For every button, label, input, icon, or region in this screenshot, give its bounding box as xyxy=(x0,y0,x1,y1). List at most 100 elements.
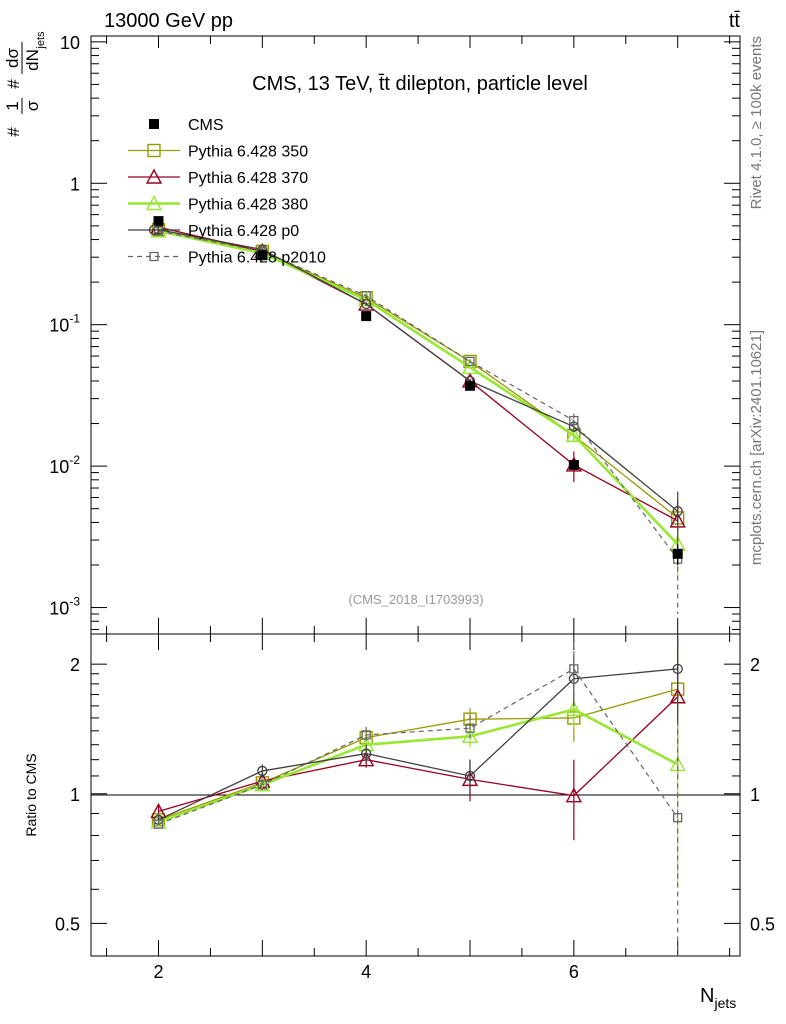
cms-data-point xyxy=(465,380,476,391)
rivet-label: Rivet 4.1.0, ≥ 100k events xyxy=(748,36,765,209)
main-point-pythia-6-428-p2010 xyxy=(465,356,475,367)
legend-marker-pythia-6-428-350-shape xyxy=(147,143,161,158)
cms-data-point-shape xyxy=(568,459,579,470)
ratio-point-pythia-6-428-p2010-shape xyxy=(673,813,683,823)
ratio-point-pythia-6-428-380-shape xyxy=(565,700,583,717)
ratio-point-pythia-6-428-p2010-shape xyxy=(153,819,164,829)
ratio-point-pythia-6-428-p0-shape xyxy=(257,765,268,777)
ratio-point-pythia-6-428-p2010 xyxy=(153,819,164,829)
ratio-point-pythia-6-428-p0-shape xyxy=(672,663,683,675)
ratio-point-pythia-6-428-p2010-shape xyxy=(361,730,371,740)
legend-label-cms: CMS xyxy=(188,117,224,134)
legend-marker-pythia-6-428-p2010-shape xyxy=(149,251,159,262)
main-line-pythia-6-428-380 xyxy=(158,229,679,546)
main-title: CMS, 13 TeV, t̄t dilepton, particle leve… xyxy=(252,73,588,95)
ratio-point-pythia-6-428-p2010 xyxy=(569,664,579,674)
main-line-pythia-6-428-350 xyxy=(158,229,679,519)
legend-marker-pythia-6-428-370 xyxy=(145,168,163,184)
ratio-y-tick-label-0.5: 0.5 xyxy=(55,914,80,934)
main-line-pythia-6-428-p0 xyxy=(158,229,679,512)
main-line-pythia-6-428-370 xyxy=(158,226,679,522)
process-label: tt̄ xyxy=(729,10,741,32)
ratio-line-pythia-6-428-350 xyxy=(158,688,678,821)
ylabel-one: 1 xyxy=(3,101,22,110)
ratio-point-pythia-6-428-p0 xyxy=(568,673,580,684)
ratio-point-pythia-6-428-370-shape xyxy=(358,751,375,767)
cms-data-point xyxy=(568,459,579,470)
ratio-point-pythia-6-428-p0-shape xyxy=(464,770,476,782)
main-y-tick-base: 10 xyxy=(49,316,69,336)
main-y-tick-exp: -2 xyxy=(69,453,80,467)
ratio-point-pythia-6-428-p2010 xyxy=(465,723,475,733)
ratio-point-pythia-6-428-380 xyxy=(461,727,479,743)
main-point-pythia-6-428-p2010-shape xyxy=(465,356,475,367)
analysis-tag: (CMS_2018_I1703993) xyxy=(348,592,483,607)
ratio-y-tick-label-right-0.5: 0.5 xyxy=(750,914,775,934)
ylabel-sigma: σ xyxy=(23,100,42,111)
main-y-tick-label: 10-2 xyxy=(49,453,80,477)
main-point-pythia-6-428-380 xyxy=(461,358,479,374)
legend-label-pythia-6-428-380: Pythia 6.428 380 xyxy=(188,197,308,214)
ratio-point-pythia-6-428-p0 xyxy=(361,748,372,759)
xlabel: Njets xyxy=(700,985,736,1011)
main-y-tick-base: 10 xyxy=(49,457,69,477)
x-tick-label-4: 4 xyxy=(361,962,371,982)
legend-label-pythia-6-428-370: Pythia 6.428 370 xyxy=(188,170,308,187)
legend-label-pythia-6-428-350: Pythia 6.428 350 xyxy=(188,144,308,161)
cms-data-point-shape xyxy=(257,250,268,261)
ratio-point-pythia-6-428-370 xyxy=(565,787,583,803)
main-point-pythia-6-428-p2010-shape xyxy=(361,291,371,301)
ratio-point-pythia-6-428-380-shape xyxy=(461,727,479,743)
main-point-pythia-6-428-380-shape xyxy=(461,358,479,374)
legend-marker-pythia-6-428-p2010 xyxy=(149,251,159,262)
main-series-layer xyxy=(150,216,686,615)
main-y-tick-label: 10 xyxy=(60,33,80,53)
x-tick-label-6: 6 xyxy=(569,962,579,982)
cms-data-point-shape xyxy=(672,548,683,559)
ratio-point-pythia-6-428-p2010 xyxy=(361,730,371,740)
main-y-tick-base: 10 xyxy=(49,599,69,619)
ratio-point-pythia-6-428-p0 xyxy=(464,770,476,782)
ratio-y-tick-label-1: 1 xyxy=(70,785,80,805)
main-point-pythia-6-428-p2010-shape xyxy=(569,415,579,426)
main-y-tick-exp: -3 xyxy=(69,595,80,609)
main-point-pythia-6-428-p2010 xyxy=(569,415,579,426)
main-point-pythia-6-428-380 xyxy=(565,426,583,443)
ratio-series-layer xyxy=(150,634,686,956)
main-y-tick-exp: -1 xyxy=(69,312,80,326)
ratio-ylabel: Ratio to CMS xyxy=(23,753,39,836)
ratio-point-pythia-6-428-p0-shape xyxy=(568,673,580,684)
ratio-y-tick-label-2: 2 xyxy=(70,655,80,675)
xlabel-main: N xyxy=(700,985,714,1007)
cms-data-point-shape xyxy=(465,380,476,391)
ylabel-dN: dN xyxy=(23,49,42,71)
legend-marker-pythia-6-428-380 xyxy=(145,195,163,211)
ratio-line-pythia-6-428-p0 xyxy=(158,668,678,821)
legend-marker-pythia-6-428-380-shape xyxy=(145,195,163,211)
legend-marker-cms xyxy=(149,119,159,129)
ratio-y-tick-label-right-1: 1 xyxy=(750,785,760,805)
main-line-pythia-6-428-p2010 xyxy=(158,230,679,560)
ylabel-dsigma: dσ xyxy=(3,48,22,68)
main-point-pythia-6-428-p2010 xyxy=(153,226,164,236)
main-point-pythia-6-428-p0 xyxy=(672,506,683,517)
ratio-line-pythia-6-428-370 xyxy=(158,696,679,813)
ratio-point-pythia-6-428-p2010 xyxy=(673,813,683,823)
ratio-point-pythia-6-428-370 xyxy=(358,751,375,767)
ylabel-hash2: # xyxy=(4,79,23,89)
cms-data-point-shape xyxy=(361,311,372,322)
ratio-point-pythia-6-428-p2010-shape xyxy=(465,723,475,733)
legend-marker-pythia-6-428-p0 xyxy=(148,224,160,236)
ratio-point-pythia-6-428-p0 xyxy=(672,663,683,675)
x-tick-label-2: 2 xyxy=(153,962,163,982)
legend-marker-pythia-6-428-p0-shape xyxy=(148,224,160,236)
cms-data-point xyxy=(361,311,372,322)
ratio-y-tick-label-right-2: 2 xyxy=(750,655,760,675)
cms-data-point-shape xyxy=(153,216,164,227)
main-ylabel: # 1 σ # dσ dN jets xyxy=(3,31,47,137)
main-point-pythia-6-428-380-shape xyxy=(565,426,583,443)
main-point-pythia-6-428-p0-shape xyxy=(672,506,683,517)
xlabel-sub: jets xyxy=(713,995,736,1011)
cms-data-point xyxy=(257,250,268,261)
